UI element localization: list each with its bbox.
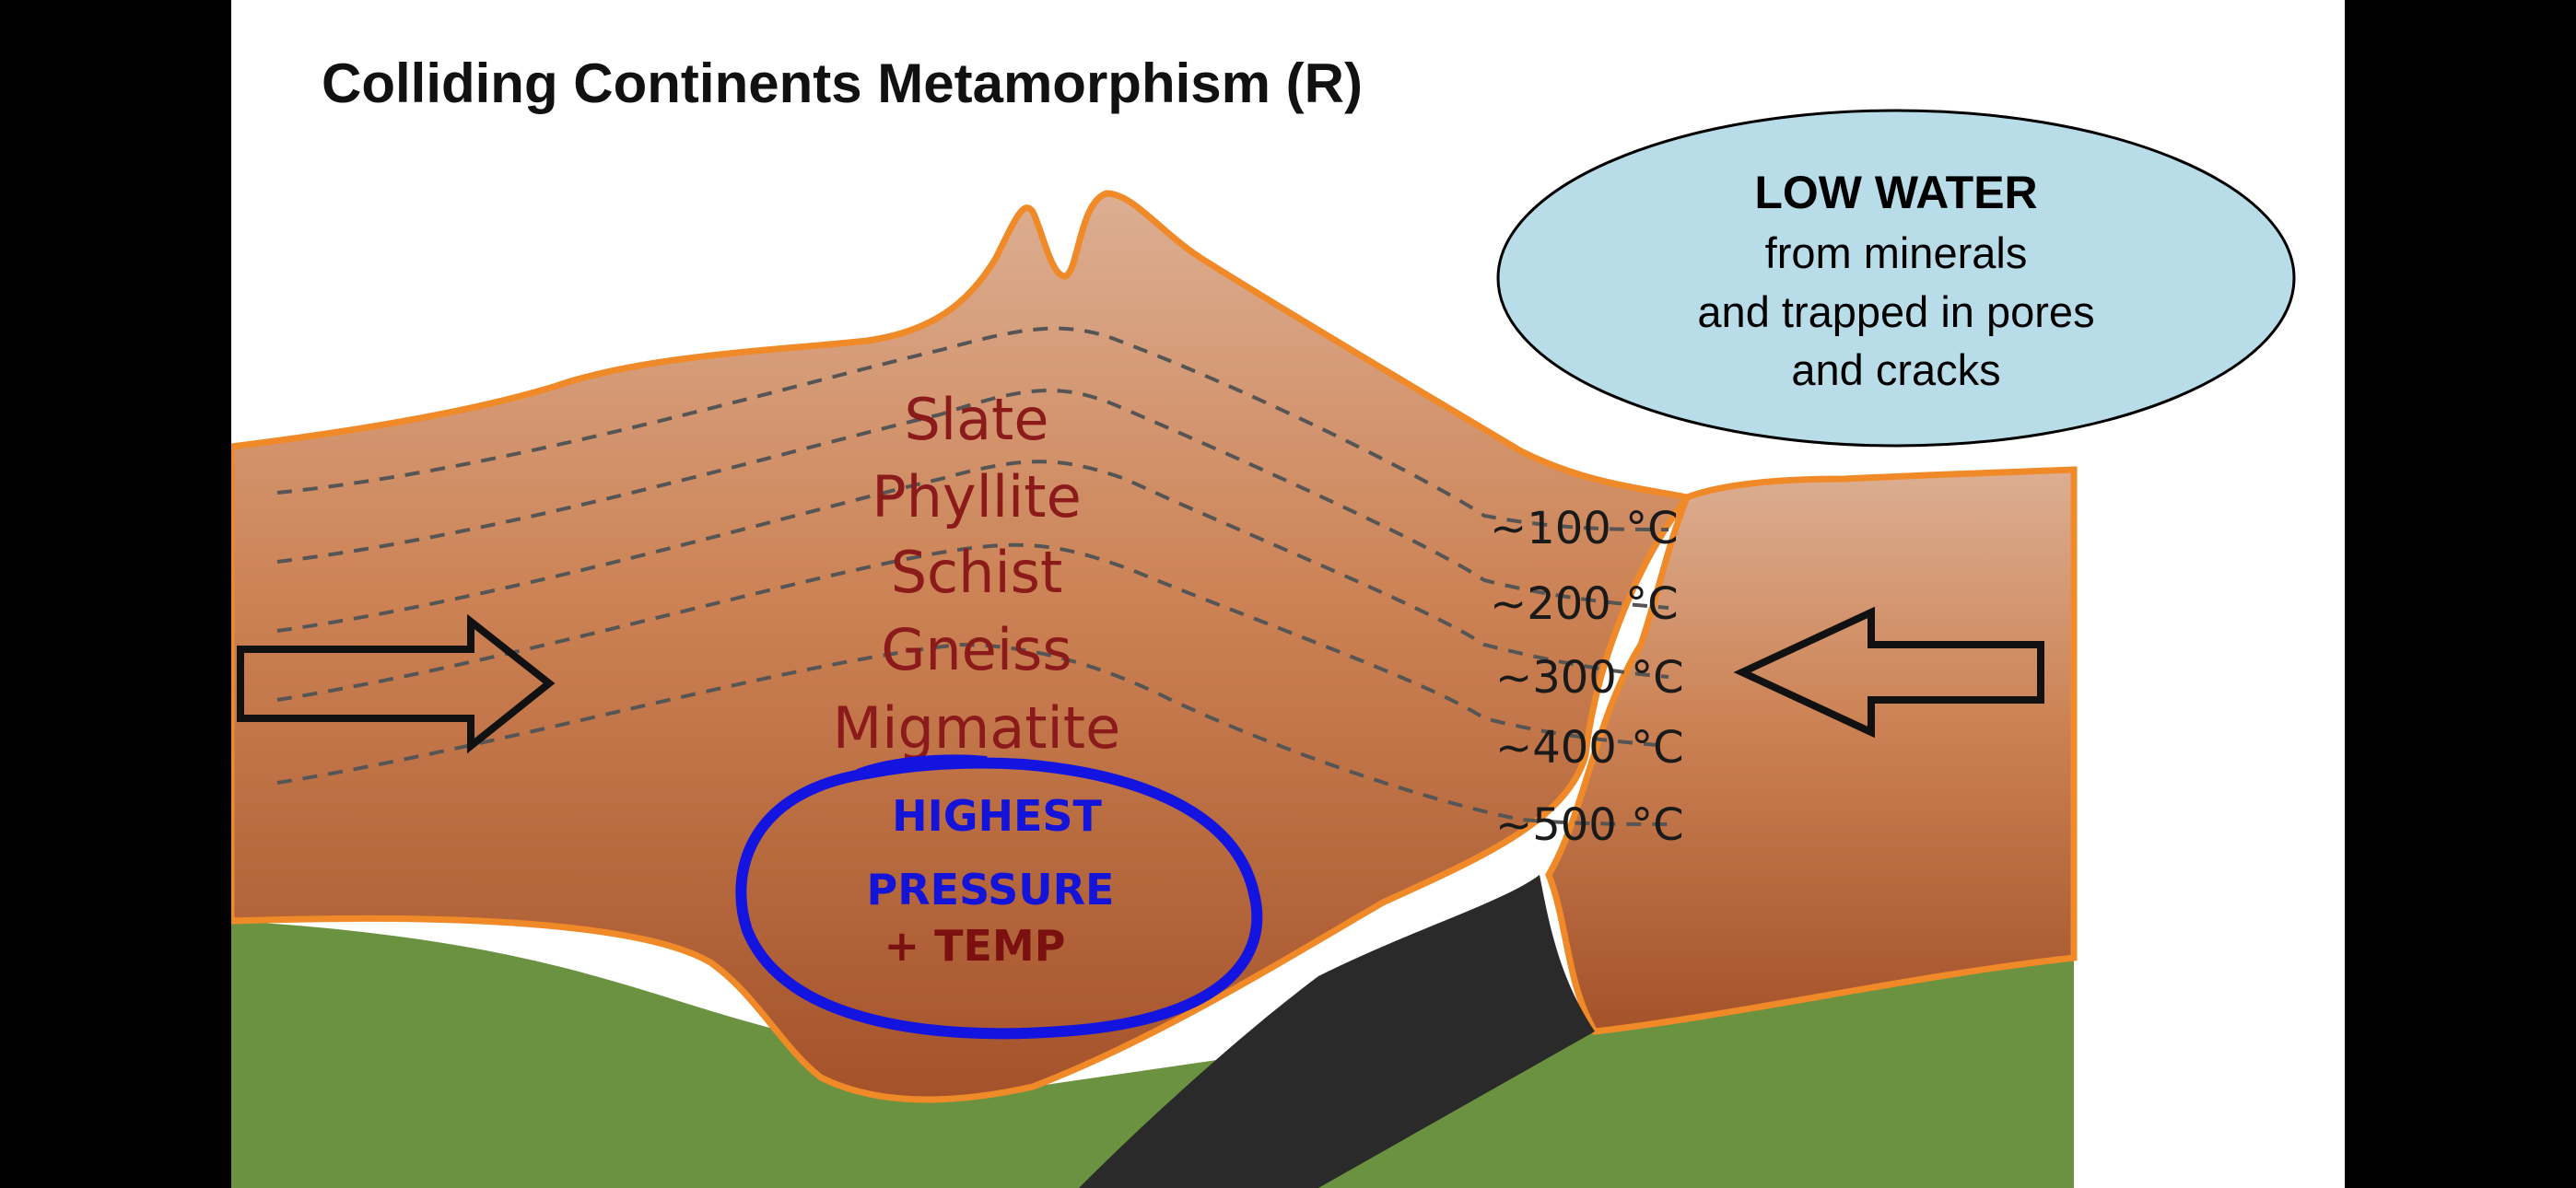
water-line-2: and trapped in pores (1697, 287, 2094, 336)
water-bubble (1496, 109, 2296, 448)
rock-sequence: Slate Phyllite Schist Gneiss Migmatite (833, 386, 1120, 762)
pressure-annotation: HIGHEST PRESSURE + TEMP (735, 754, 1263, 1040)
isotherm-label-200: ~200 °C (1490, 578, 1679, 630)
annotation-line-temp: + TEMP (884, 921, 1066, 971)
rock-label-migmatite: Migmatite (833, 694, 1120, 762)
right-continent-crust (1545, 466, 2078, 1035)
rock-label-phyllite: Phyllite (872, 463, 1082, 530)
mantle (231, 921, 2074, 1188)
water-heading: LOW WATER (1754, 167, 2037, 218)
left-continent-crust (231, 190, 1693, 1103)
highlight-circle (735, 757, 1263, 1040)
left-arrow-icon (1733, 606, 2044, 739)
water-line-1: from minerals (1765, 228, 2028, 277)
isotherm-labels: ~100 °C ~200 °C ~300 °C ~400 °C ~500 °C (1490, 503, 1684, 851)
slide-title: Colliding Continents Metamorphism (R) (322, 52, 1363, 114)
slide: Colliding Continents Metamorphism (R) (231, 0, 2345, 1188)
isotherm-label-500: ~500 °C (1495, 799, 1684, 851)
isotherm-label-400: ~400 °C (1495, 722, 1684, 774)
water-line-3: and cracks (1791, 345, 2000, 394)
rock-label-slate: Slate (904, 386, 1048, 453)
annotation-line-pressure: PRESSURE (867, 865, 1115, 914)
annotation-line-highest: HIGHEST (892, 791, 1102, 841)
collision-diagram: Slate Phyllite Schist Gneiss Migmatite ~… (231, 109, 2296, 1188)
isotherm-label-300: ~300 °C (1495, 652, 1684, 704)
right-arrow-icon (237, 613, 556, 754)
rock-label-schist: Schist (891, 539, 1063, 606)
rock-label-gneiss: Gneiss (881, 616, 1071, 683)
isotherm-lines (276, 326, 1669, 826)
subducting-slab (1079, 875, 1595, 1188)
low-water-note: LOW WATER from minerals and trapped in p… (1496, 109, 2296, 448)
isotherm-label-100: ~100 °C (1490, 503, 1679, 554)
